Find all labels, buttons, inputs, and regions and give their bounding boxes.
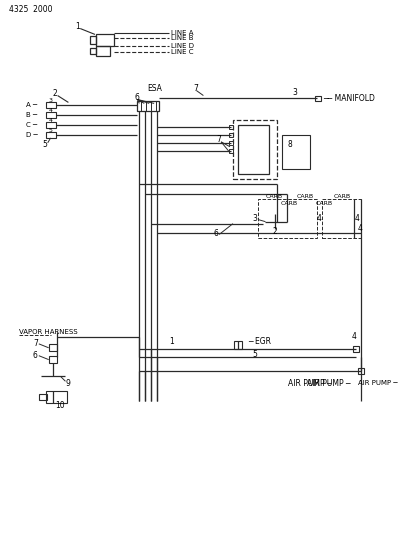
Bar <box>315 95 321 101</box>
Text: CARB: CARB <box>280 201 297 206</box>
Text: 3: 3 <box>49 98 53 103</box>
Text: 5: 5 <box>253 350 257 359</box>
Text: 6: 6 <box>134 93 139 102</box>
Text: AIR PUMP ─: AIR PUMP ─ <box>288 379 331 388</box>
Text: 6: 6 <box>213 229 218 238</box>
Text: 2: 2 <box>53 89 58 98</box>
Bar <box>257 199 317 238</box>
Text: 7: 7 <box>193 84 198 93</box>
Text: 5: 5 <box>43 140 48 149</box>
Text: ── MANIFOLD: ── MANIFOLD <box>323 94 375 103</box>
Bar <box>96 46 110 56</box>
Bar <box>46 102 55 108</box>
Text: B ─: B ─ <box>26 112 37 118</box>
Bar <box>46 122 55 128</box>
Text: 8: 8 <box>287 140 292 149</box>
Text: CARB: CARB <box>297 193 314 199</box>
Text: 3: 3 <box>253 214 257 223</box>
Text: 4: 4 <box>351 333 356 342</box>
Bar <box>46 132 55 138</box>
Bar <box>234 341 242 349</box>
Bar <box>46 112 55 118</box>
Text: A ─: A ─ <box>26 102 37 108</box>
Bar <box>229 149 233 152</box>
Text: 9: 9 <box>65 379 70 388</box>
Text: CARB: CARB <box>266 193 283 199</box>
Text: 2: 2 <box>273 227 277 236</box>
Text: ESA: ESA <box>147 84 162 93</box>
Text: 4: 4 <box>49 118 53 123</box>
Text: 4: 4 <box>317 214 322 223</box>
Bar <box>46 391 67 403</box>
Text: 3: 3 <box>292 88 297 97</box>
Text: D ─: D ─ <box>26 132 38 138</box>
Text: LINE B: LINE B <box>171 35 193 42</box>
Text: 5: 5 <box>49 127 53 133</box>
Bar <box>238 125 269 174</box>
Text: 1: 1 <box>75 22 80 31</box>
Bar <box>233 120 277 179</box>
Bar <box>229 125 233 129</box>
Text: CARB: CARB <box>316 201 333 206</box>
Text: 4: 4 <box>49 108 53 113</box>
Text: ─ EGR: ─ EGR <box>248 337 271 346</box>
Bar <box>49 356 57 362</box>
Bar <box>353 346 359 352</box>
Text: AIR PUMP ─: AIR PUMP ─ <box>358 380 398 386</box>
Text: 10: 10 <box>56 401 65 410</box>
Bar <box>96 35 114 46</box>
Bar <box>229 141 233 145</box>
Bar <box>282 135 310 169</box>
Bar <box>322 199 361 238</box>
Bar <box>358 368 364 374</box>
Bar <box>137 101 159 111</box>
Text: VAPOR HARNESS: VAPOR HARNESS <box>19 329 78 335</box>
Text: 4: 4 <box>354 214 359 223</box>
Text: 6: 6 <box>33 351 38 360</box>
Text: AIR PUMP ─: AIR PUMP ─ <box>307 379 350 388</box>
Text: LINE A: LINE A <box>171 30 193 36</box>
Text: 1: 1 <box>169 337 174 346</box>
Text: 7: 7 <box>216 135 221 144</box>
Text: C ─: C ─ <box>26 122 37 128</box>
Text: 7: 7 <box>33 340 38 349</box>
Bar <box>90 36 96 44</box>
Text: LINE D: LINE D <box>171 43 194 49</box>
Bar <box>90 49 96 54</box>
Bar <box>39 394 47 400</box>
Text: 4: 4 <box>358 224 363 233</box>
Text: LINE C: LINE C <box>171 49 193 55</box>
Text: 4325  2000: 4325 2000 <box>9 5 53 14</box>
Bar <box>229 133 233 137</box>
Bar <box>49 344 57 351</box>
Text: CARB: CARB <box>333 193 350 199</box>
